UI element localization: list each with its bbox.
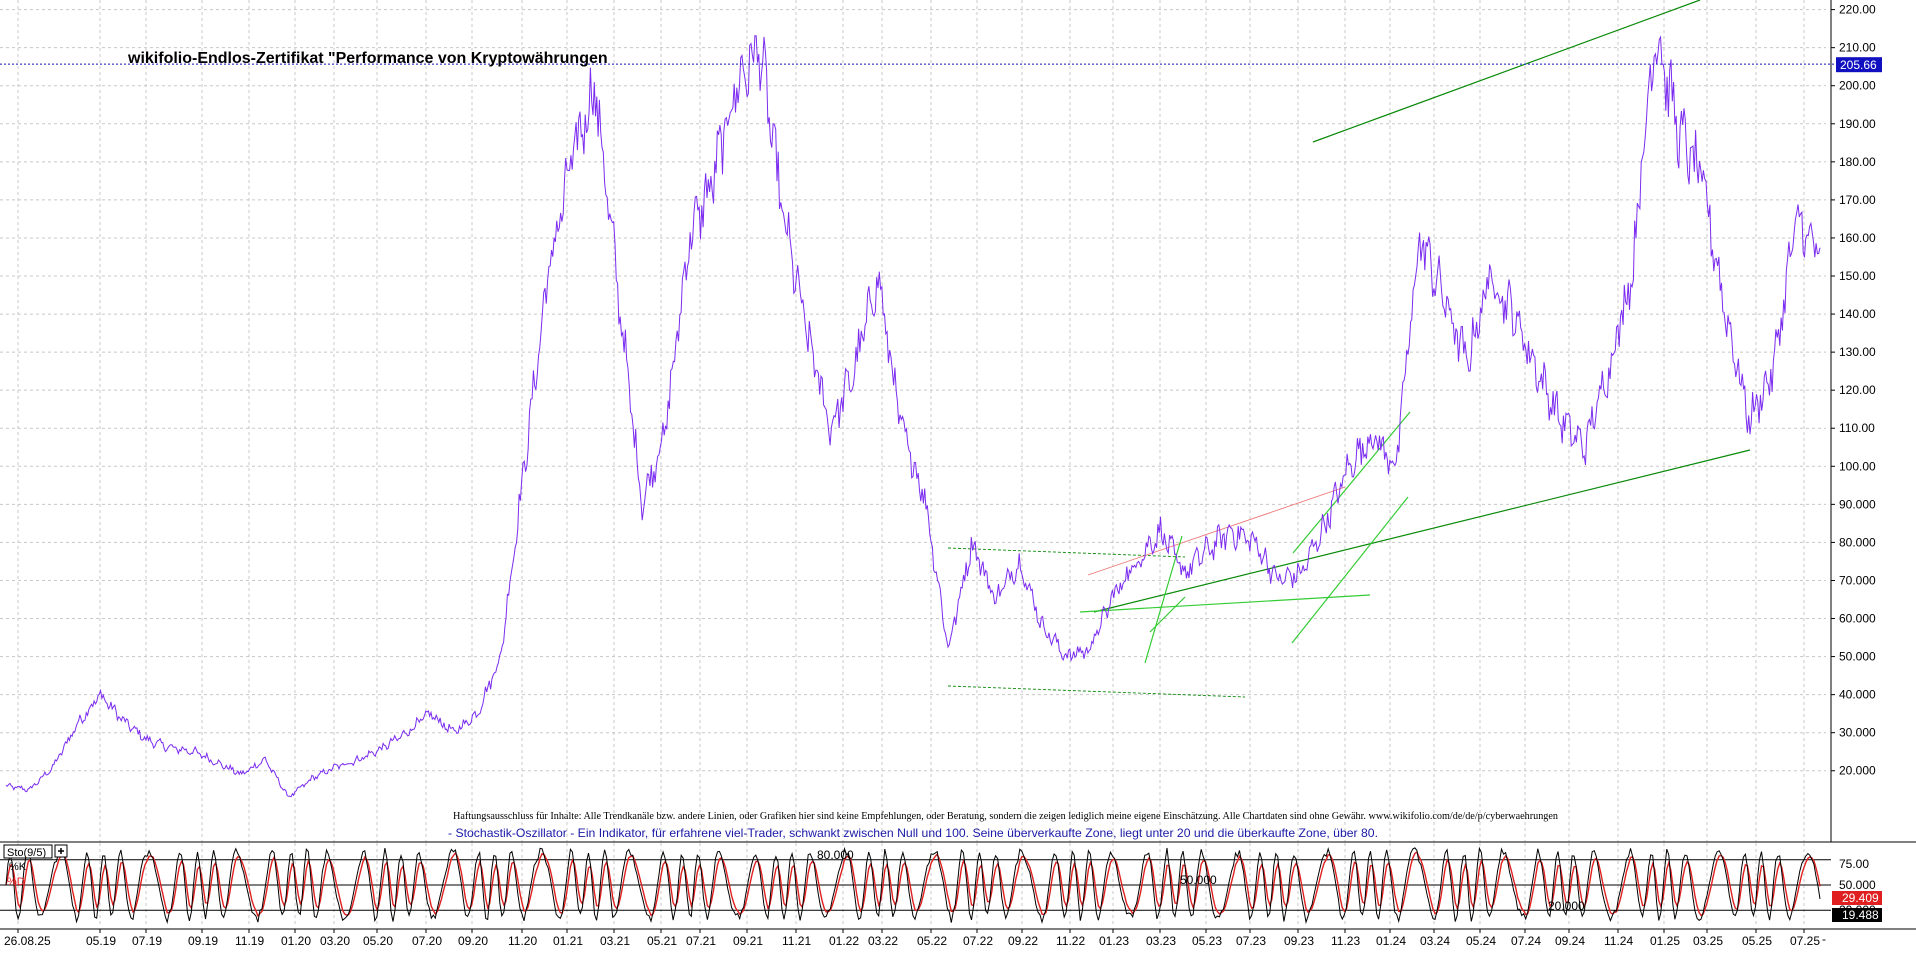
time-tick-label: 09.21 (733, 934, 763, 948)
time-tick-label: 11.19 (235, 934, 264, 948)
price-tick-label: 70.000 (1839, 573, 1876, 587)
time-tick-label: 26.08.25 (4, 934, 51, 948)
time-tick-label: 07.23 (1236, 934, 1266, 948)
time-tick-label: 09.23 (1284, 934, 1314, 948)
stochastic-k-line (5, 846, 1821, 925)
time-tick-label: 11.23 (1331, 934, 1360, 948)
price-tick-label: 210.00 (1839, 41, 1876, 55)
channel-lower-line (1093, 449, 1751, 613)
time-tick-label: 01.20 (281, 934, 311, 948)
time-tick-label: 09.24 (1555, 934, 1585, 948)
price-tick-label: 120.00 (1839, 383, 1876, 397)
price-tick-label: 60.000 (1839, 612, 1876, 626)
chart-title: wikifolio-Endlos-Zertifikat "Performance… (127, 50, 608, 67)
time-tick-label: 03.23 (1146, 934, 1176, 948)
time-tick-label: 05.25 (1742, 934, 1772, 948)
time-tick-label: 05.20 (363, 934, 393, 948)
time-tick-label: 01.22 (829, 934, 859, 948)
time-tick-label: 03.24 (1420, 934, 1450, 948)
time-tick-label: 09.22 (1008, 934, 1038, 948)
time-tick-label: 03.21 (600, 934, 630, 948)
short-trend-line-1 (1144, 535, 1183, 664)
expand-icon[interactable] (54, 844, 68, 858)
time-tick-label: 01.25 (1650, 934, 1680, 948)
price-tick-label: 50.000 (1839, 650, 1876, 664)
time-tick-label: 07.25 (1790, 934, 1820, 948)
last-value-marker: 205.66 (1836, 57, 1882, 73)
short-trend-line-2 (1149, 596, 1186, 633)
price-tick-label: 140.00 (1839, 307, 1876, 321)
price-tick-label: 110.00 (1839, 421, 1875, 435)
time-tick-label: 07.24 (1511, 934, 1541, 948)
scroll-right-icon[interactable]: - (1822, 932, 1826, 946)
time-tick-label: 03.22 (868, 934, 898, 948)
time-tick-label: 09.19 (188, 934, 218, 948)
price-tick-label: 90.000 (1839, 497, 1876, 511)
price-series-line (5, 34, 1821, 798)
time-tick-label: 01.24 (1376, 934, 1406, 948)
price-tick-label: 20.000 (1839, 764, 1876, 778)
time-tick-label: 07.19 (132, 934, 162, 948)
svg-text:29.409: 29.409 (1842, 891, 1879, 905)
stochastic-d-line (5, 851, 1821, 918)
price-tick-label: 190.00 (1839, 117, 1876, 131)
legend-k: %K (9, 861, 27, 873)
time-tick-label: 01.21 (553, 934, 583, 948)
price-tick-label: 100.00 (1839, 459, 1876, 473)
time-tick-label: 03.25 (1693, 934, 1723, 948)
resistance-line (1087, 486, 1346, 576)
stochastic-tick-label: 75.00 (1839, 857, 1869, 871)
price-tick-label: 40.000 (1839, 688, 1876, 702)
time-tick-label: 11.21 (782, 934, 811, 948)
price-tick-label: 220.00 (1839, 3, 1876, 17)
short-trend-line-3 (1292, 411, 1411, 554)
svg-text:19.488: 19.488 (1842, 908, 1879, 922)
level-50-label: 50.000 (1180, 873, 1217, 887)
stochastic-d-value-box: 29.409 (1832, 891, 1882, 905)
trendlines (947, 0, 1751, 698)
support-line (1079, 594, 1371, 613)
price-axis: 20.000 30.000 40.000 50.000 60.000 70.000 80.0… (1830, 0, 1876, 842)
price-tick-label: 80.000 (1839, 535, 1876, 549)
stochastic-name: Sto(9/5) (7, 847, 46, 859)
price-tick-label: 30.000 (1839, 726, 1876, 740)
price-tick-label: 160.00 (1839, 231, 1876, 245)
level-80-label: 80.000 (817, 848, 854, 862)
price-tick-label: 150.00 (1839, 269, 1876, 283)
time-tick-label: 05.22 (917, 934, 947, 948)
time-tick-label: 05.24 (1466, 934, 1496, 948)
level-20-label: 20.000 (1548, 899, 1585, 913)
time-tick-label: 05.19 (86, 934, 116, 948)
svg-text:-: - (1822, 932, 1826, 946)
price-tick-label: 200.00 (1839, 79, 1876, 93)
range-bottom-line (947, 685, 1246, 698)
stochastic-legend: Sto(9/5) %K %D (3, 844, 68, 888)
time-tick-label: 03.20 (320, 934, 350, 948)
time-tick-label: 01.23 (1099, 934, 1129, 948)
price-grid (0, 0, 1826, 842)
time-axis: 26.08.25 05.19 07.19 09.19 11.19 01.20 03.20 05… (4, 929, 1820, 948)
short-trend-line-4 (1291, 496, 1409, 644)
last-value-label: 205.66 (1840, 58, 1877, 72)
price-tick-label: 130.00 (1839, 345, 1876, 359)
disclaimer-text: Haftungsausschluss für Inhalte: Alle Tre… (453, 810, 1558, 822)
time-tick-label: 11.22 (1056, 934, 1085, 948)
time-tick-label: 11.24 (1604, 934, 1633, 948)
time-tick-label: 09.20 (458, 934, 488, 948)
time-tick-label: 07.21 (686, 934, 716, 948)
time-tick-label: 11.20 (508, 934, 537, 948)
legend-d: %D (7, 876, 25, 888)
channel-upper-line (1312, 0, 1701, 143)
stochastic-tick-label: 50.000 (1839, 878, 1876, 892)
price-tick-label: 170.00 (1839, 193, 1876, 207)
time-tick-label: 05.21 (647, 934, 677, 948)
time-tick-label: 05.23 (1192, 934, 1222, 948)
price-tick-label: 180.00 (1839, 155, 1876, 169)
stochastic-note: - Stochastik-Oszillator - Ein Indikator,… (448, 826, 1378, 840)
time-tick-label: 07.22 (963, 934, 993, 948)
stochastic-k-value-box: 19.488 (1832, 908, 1882, 922)
time-tick-label: 07.20 (412, 934, 442, 948)
